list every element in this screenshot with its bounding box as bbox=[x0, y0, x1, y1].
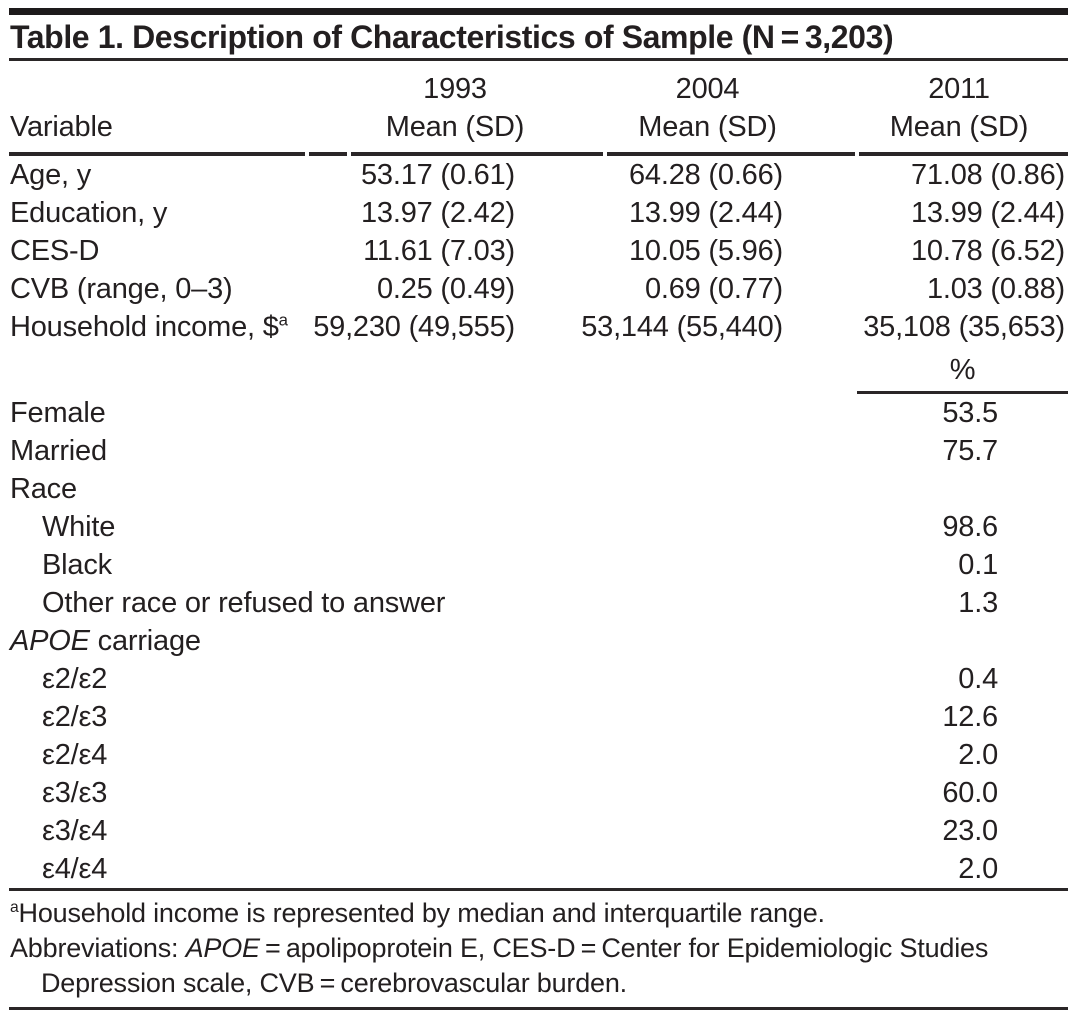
header-rule-segment bbox=[9, 152, 305, 156]
row-label: Black bbox=[42, 548, 112, 581]
percent-value: 23.0 bbox=[942, 814, 998, 847]
row-label: ε2/ε4 bbox=[42, 738, 108, 771]
footnote-marker: a bbox=[10, 899, 19, 916]
column-header-year-2011: 2011 bbox=[928, 73, 990, 105]
header-rule bbox=[9, 152, 1068, 156]
column-header-year-2004: 2004 bbox=[675, 73, 740, 105]
mean-sd-value: 13.99 (2.44) bbox=[911, 196, 1065, 229]
table-row: ε2/ε2 0.4 bbox=[9, 660, 1068, 698]
mean-sd-value: 13.97 (2.42) bbox=[361, 196, 515, 229]
table-row: Other race or refused to answer 1.3 bbox=[9, 584, 1068, 622]
footnote-marker: a bbox=[278, 309, 288, 329]
table-row: CES-D 11.61 (7.03) 10.05 (5.96) 10.78 (6.52… bbox=[9, 232, 1068, 270]
row-label: Age, y bbox=[10, 158, 92, 191]
footnote: aHousehold income is represented by medi… bbox=[10, 898, 825, 928]
mean-sd-value: 10.05 (5.96) bbox=[629, 234, 783, 267]
table-row: CVB (range, 0–3) 0.25 (0.49) 0.69 (0.77) 1.… bbox=[9, 270, 1068, 308]
row-label: Race bbox=[10, 472, 77, 505]
mean-sd-value: 71.08 (0.86) bbox=[911, 158, 1065, 191]
table-row: Married 75.7 bbox=[9, 432, 1068, 470]
percent-value: 98.6 bbox=[942, 510, 998, 543]
table-row: Education, y 13.97 (2.42) 13.99 (2.44) 13.9… bbox=[9, 194, 1068, 232]
column-header-mean-sd-2011: Mean (SD) bbox=[889, 111, 1029, 143]
mean-sd-value: 13.99 (2.44) bbox=[629, 196, 783, 229]
percent-value: 0.1 bbox=[958, 548, 998, 581]
percent-value: 2.0 bbox=[958, 738, 998, 771]
table-top-bar bbox=[9, 8, 1068, 15]
table-row: Race bbox=[9, 470, 1068, 508]
row-label: White bbox=[42, 510, 116, 543]
mean-sd-value: 1.03 (0.88) bbox=[926, 272, 1065, 305]
percent-value: 53.5 bbox=[942, 396, 998, 429]
column-header-variable: Variable bbox=[10, 111, 113, 143]
table-row: ε2/ε3 12.6 bbox=[9, 698, 1068, 736]
mean-sd-value: 0.69 (0.77) bbox=[644, 272, 783, 305]
row-label: APOE carriage bbox=[10, 624, 201, 657]
footnote-rule bbox=[9, 888, 1068, 891]
mean-sd-value: 59,230 (49,555) bbox=[313, 310, 515, 343]
table-row: ε3/ε4 23.0 bbox=[9, 812, 1068, 850]
bottom-rule bbox=[9, 1007, 1068, 1010]
table-row: Age, y 53.17 (0.61) 64.28 (0.66) 71.08 (0.8… bbox=[9, 156, 1068, 194]
year-header-row: 1993 2004 2011 bbox=[9, 61, 1068, 108]
row-label: Other race or refused to answer bbox=[42, 586, 446, 619]
table-row: Female 53.5 bbox=[9, 394, 1068, 432]
row-label: CVB (range, 0–3) bbox=[10, 272, 233, 305]
column-header-mean-sd-1993: Mean (SD) bbox=[385, 111, 525, 143]
row-label: Female bbox=[10, 396, 106, 429]
header-rule-segment bbox=[859, 152, 1068, 156]
header-rule-segment bbox=[309, 152, 347, 156]
mean-sd-value: 35,108 (35,653) bbox=[863, 310, 1065, 343]
table-row: APOE carriage bbox=[9, 622, 1068, 660]
table-figure: Table 1. Description of Characteristics … bbox=[0, 8, 1077, 1010]
percent-value: 60.0 bbox=[942, 776, 998, 809]
header-rule-segment bbox=[607, 152, 855, 156]
mean-sd-value: 0.25 (0.49) bbox=[376, 272, 515, 305]
table-row: White 98.6 bbox=[9, 508, 1068, 546]
percent-value: 2.0 bbox=[958, 852, 998, 885]
table-row: ε4/ε4 2.0 bbox=[9, 850, 1068, 888]
title-rule bbox=[9, 58, 1068, 61]
row-label: Household income, $a bbox=[10, 309, 288, 343]
percent-value: 12.6 bbox=[942, 700, 998, 733]
percent-rows: Female 53.5 Married 75.7 Race White 98.6 Black 0… bbox=[9, 394, 1068, 888]
header-rule-segment bbox=[351, 152, 603, 156]
footnotes: aHousehold income is represented by medi… bbox=[9, 891, 1068, 1007]
row-label: Education, y bbox=[10, 196, 168, 229]
percent-column-header: % bbox=[857, 352, 1068, 394]
mean-sd-rows: Age, y 53.17 (0.61) 64.28 (0.66) 71.08 (0.8… bbox=[9, 156, 1068, 346]
mean-sd-value: 53.17 (0.61) bbox=[361, 158, 515, 191]
percent-value: 1.3 bbox=[958, 586, 998, 619]
row-label: ε2/ε3 bbox=[42, 700, 108, 733]
table-row: Black 0.1 bbox=[9, 546, 1068, 584]
table-row: Household income, $a 59,230 (49,555) 53,14… bbox=[9, 308, 1068, 346]
percent-value: 0.4 bbox=[958, 662, 998, 695]
percent-value: 75.7 bbox=[942, 434, 998, 467]
table-row: ε2/ε4 2.0 bbox=[9, 736, 1068, 774]
gene-name-italic: APOE bbox=[10, 624, 90, 657]
row-label: ε3/ε4 bbox=[42, 814, 108, 847]
row-label: ε4/ε4 bbox=[42, 852, 108, 885]
year-header-spacer bbox=[9, 70, 345, 108]
mean-sd-value: 64.28 (0.66) bbox=[629, 158, 783, 191]
column-header-mean-sd-2004: Mean (SD) bbox=[638, 111, 777, 143]
footnote: Abbreviations: APOE = apolipoprotein E, … bbox=[10, 933, 989, 998]
table-row: ε3/ε3 60.0 bbox=[9, 774, 1068, 812]
measure-header-row: Variable Mean (SD) Mean (SD) Mean (SD) bbox=[9, 108, 1068, 152]
row-label: CES-D bbox=[10, 234, 100, 267]
row-label: ε2/ε2 bbox=[42, 662, 108, 695]
mean-sd-value: 11.61 (7.03) bbox=[363, 234, 515, 267]
row-label: ε3/ε3 bbox=[42, 776, 108, 809]
row-label: Married bbox=[10, 434, 107, 467]
gene-name-italic: APOE bbox=[185, 933, 260, 963]
percent-header-row: % bbox=[9, 346, 1068, 394]
mean-sd-value: 10.78 (6.52) bbox=[911, 234, 1065, 267]
table-title: Table 1. Description of Characteristics … bbox=[10, 19, 894, 55]
column-header-year-1993: 1993 bbox=[423, 73, 487, 105]
mean-sd-value: 53,144 (55,440) bbox=[581, 310, 783, 343]
